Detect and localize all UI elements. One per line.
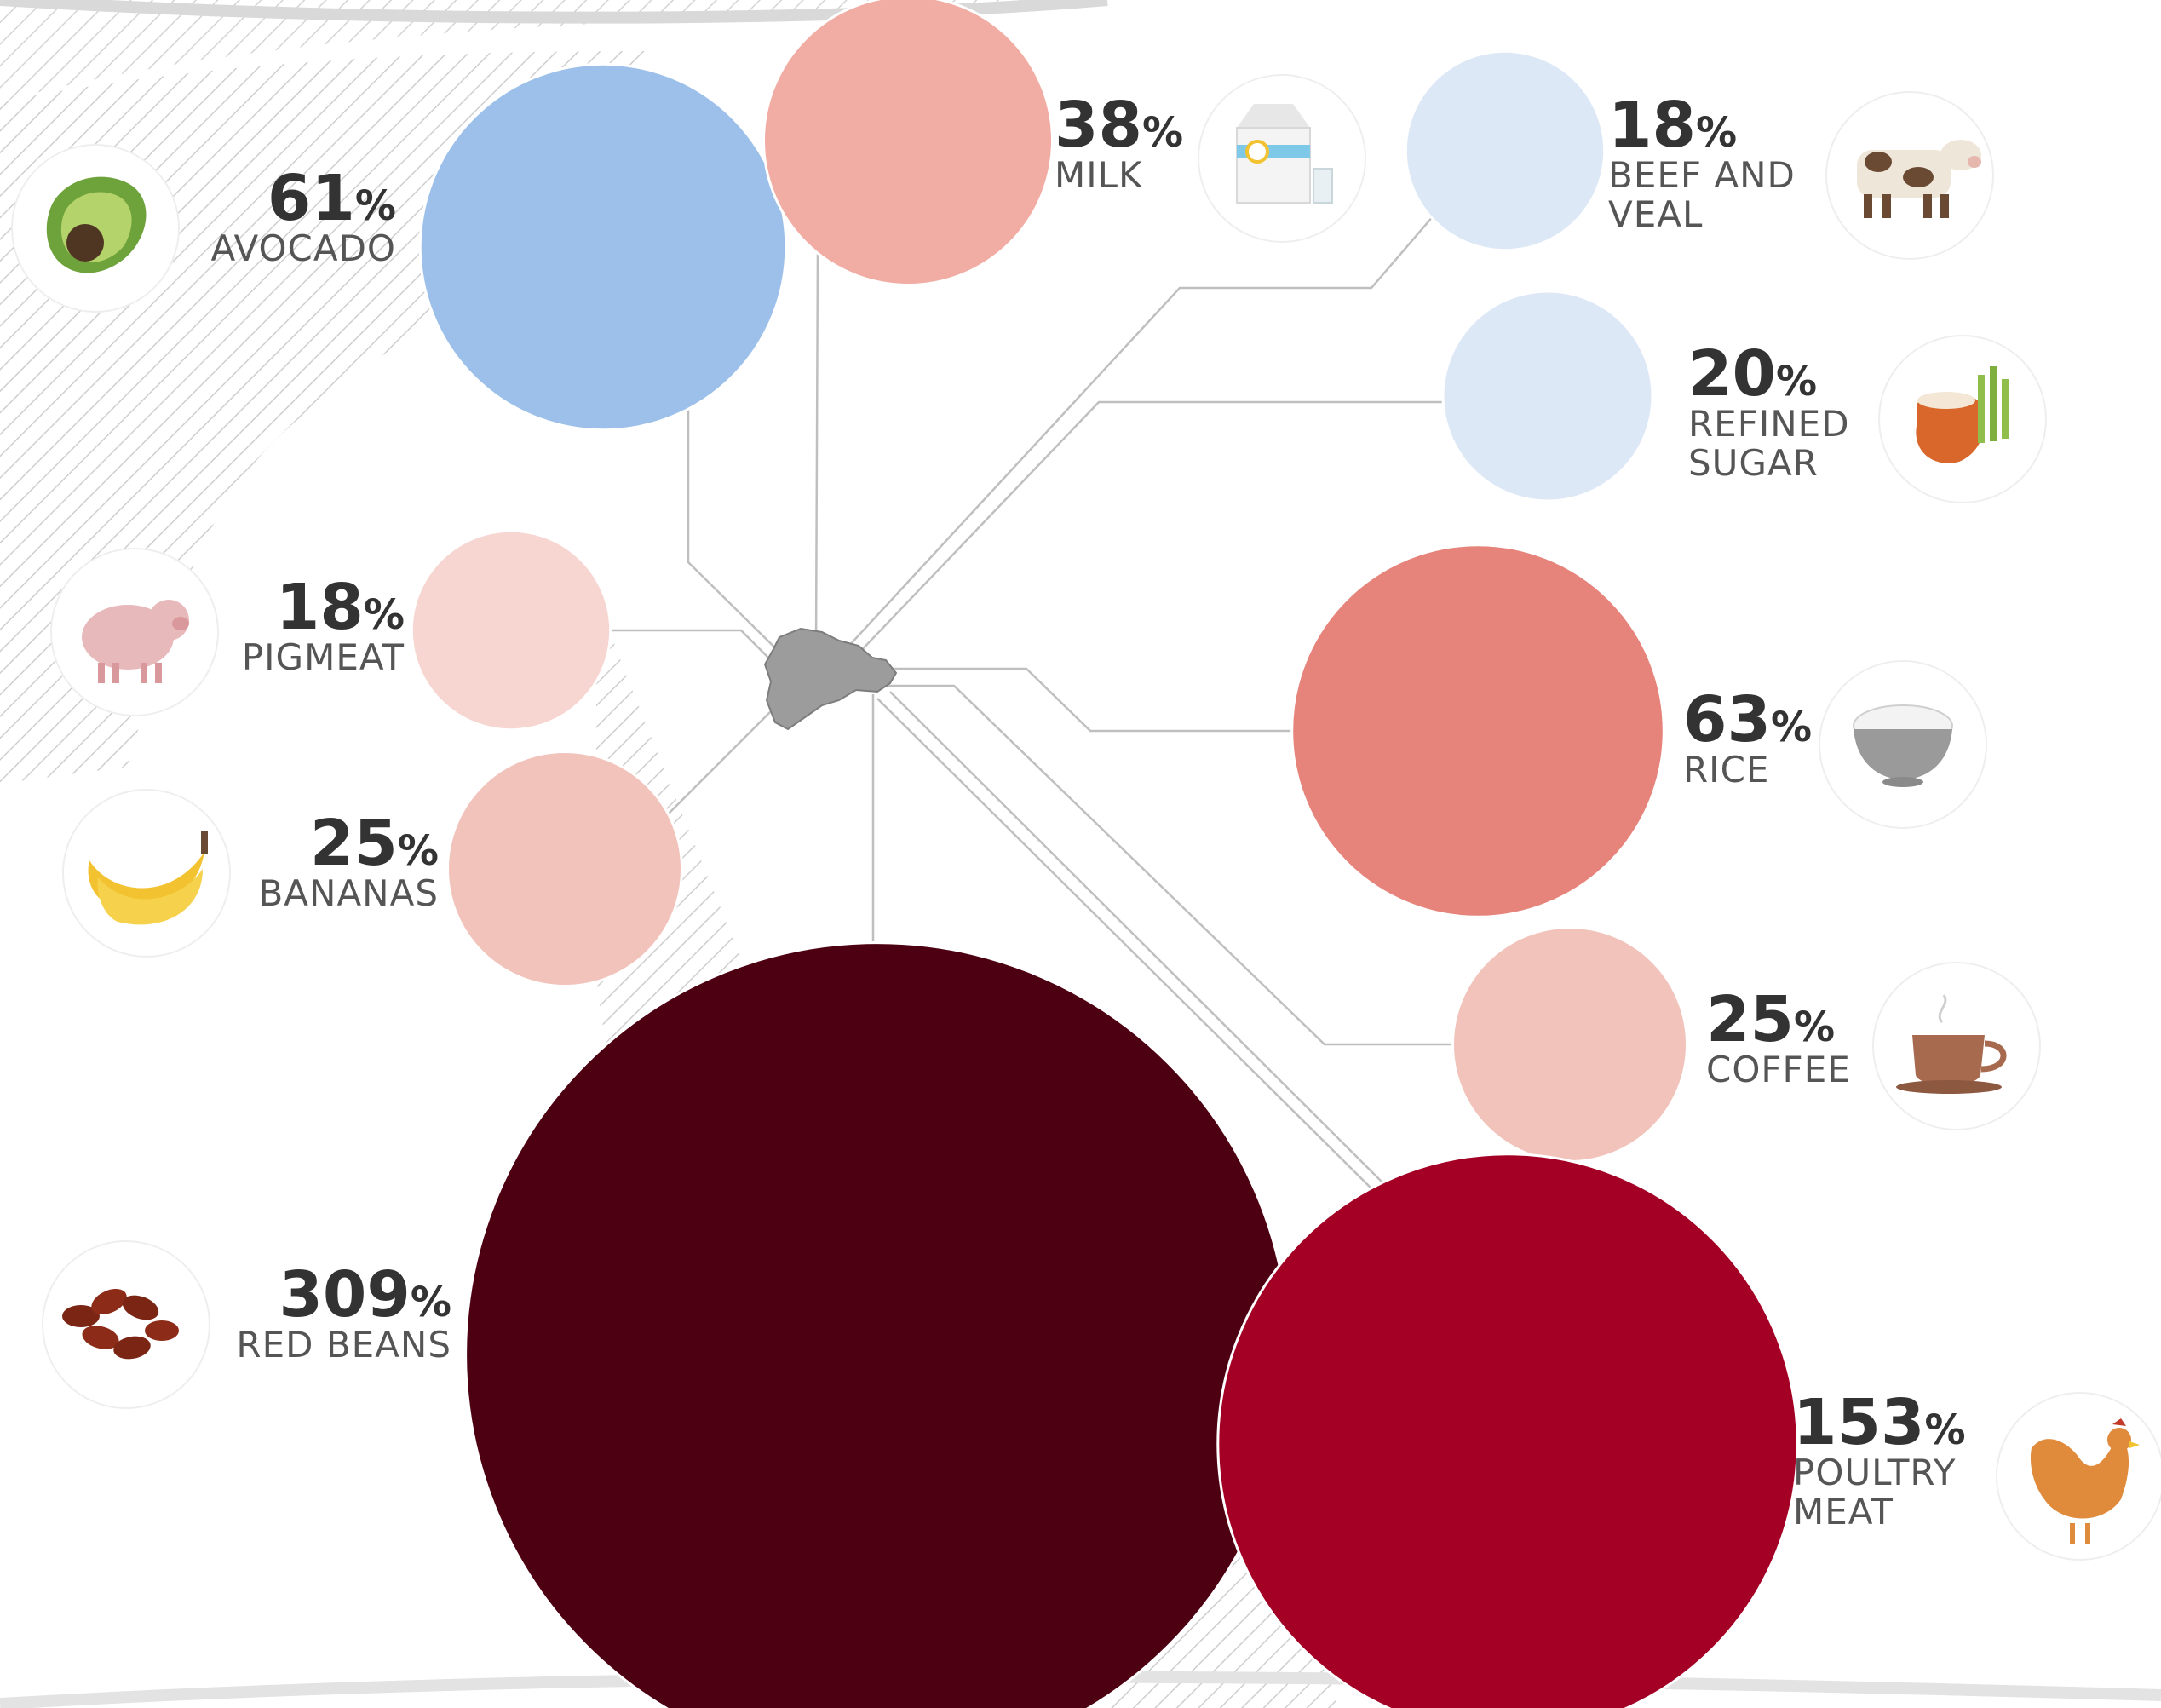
value-label-beef-and-veal: 18% (1608, 89, 1737, 162)
milk-carton-icon (1198, 74, 1366, 243)
connector-bananas (668, 710, 772, 814)
value-label-rice: 63% (1683, 683, 1812, 756)
bubble-avocado (418, 62, 788, 432)
rice-bowl-icon (1819, 660, 1987, 829)
item-label-beef-and-veal-1: BEEF AND (1608, 154, 1796, 196)
coffee-cup-icon (1872, 962, 2041, 1130)
connector-pigmeat (612, 629, 785, 674)
connector-poultry-meat-2 (889, 691, 1394, 1193)
item-label-pigmeat: PIGMEAT (242, 636, 405, 678)
item-label-poultry-meat-2: MEAT (1793, 1491, 1894, 1533)
connector-beef-and-veal (847, 208, 1440, 648)
bubble-coffee (1451, 926, 1688, 1163)
bubble-bananas (446, 750, 683, 987)
item-label-avocado: AVOCADO (210, 227, 396, 269)
connector-refined-sugar (855, 400, 1480, 657)
sugar-pot-icon (1878, 335, 2047, 503)
value-label-milk: 38% (1055, 89, 1183, 162)
item-label-refined-sugar-2: SUGAR (1688, 442, 1819, 484)
bubble-milk (762, 0, 1054, 286)
connector-poultry-meat (876, 698, 1381, 1198)
country-map (763, 627, 898, 731)
bubble-poultry-meat (1216, 1153, 1799, 1708)
value-label-bananas: 25% (310, 807, 439, 880)
value-label-red-beans: 309% (279, 1258, 451, 1331)
value-label-poultry-meat: 153% (1793, 1386, 1966, 1459)
item-label-coffee: COFFEE (1706, 1049, 1851, 1090)
item-label-poultry-meat-1: POULTRY (1793, 1452, 1957, 1493)
cow-icon (1825, 91, 1994, 260)
bubble-beef-and-veal (1404, 49, 1606, 252)
icon-medallions (11, 74, 2161, 1561)
pig-icon (50, 548, 219, 716)
red-beans-icon (42, 1240, 210, 1409)
bubble-refined-sugar (1441, 290, 1654, 503)
item-label-rice: RICE (1683, 749, 1769, 791)
value-label-avocado: 61% (267, 162, 396, 235)
avocado-icon (11, 144, 180, 313)
value-label-coffee: 25% (1706, 983, 1835, 1056)
bubble-rice (1290, 543, 1665, 918)
chicken-icon (1996, 1392, 2161, 1561)
item-label-red-beans: RED BEANS (236, 1324, 451, 1366)
value-label-pigmeat: 18% (276, 571, 405, 644)
bubble-red-beans (464, 941, 1290, 1708)
item-label-refined-sugar-1: REFINED (1688, 403, 1850, 445)
connector-coffee (877, 684, 1474, 1046)
value-label-refined-sugar: 20% (1688, 337, 1817, 411)
item-label-beef-and-veal-2: VEAL (1608, 193, 1703, 235)
connector-rice (886, 667, 1293, 733)
bubble-pigmeat (410, 529, 612, 732)
connector-milk (814, 228, 861, 648)
item-label-milk: MILK (1055, 154, 1143, 196)
item-label-bananas: BANANAS (258, 872, 439, 914)
banana-icon (62, 789, 231, 958)
bubble-marks (410, 0, 1799, 1708)
connector-avocado (687, 409, 810, 682)
